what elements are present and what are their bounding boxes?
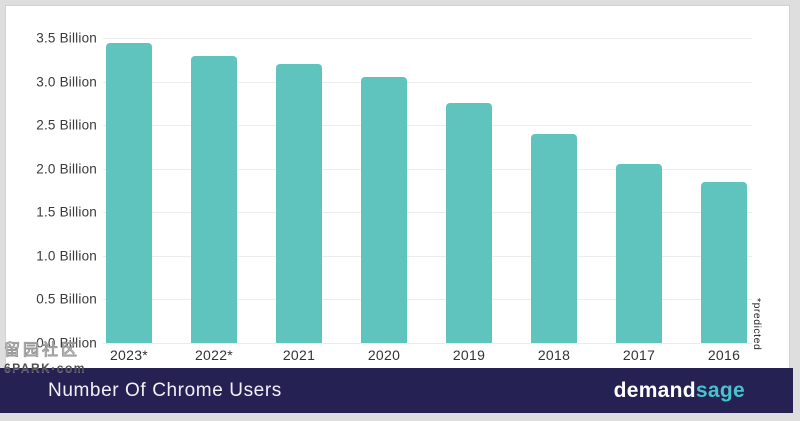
bar-chart: 3.5 Billion 3.0 Billion 2.5 Billion 2.0 Bil… — [6, 6, 789, 368]
bar-2019 — [446, 103, 492, 343]
brand-demand-text: demand — [613, 379, 696, 402]
gridline — [103, 125, 752, 127]
y-axis-tick-label: 1.0 Billion — [36, 248, 97, 264]
chart-title: Number Of Chrome Users — [48, 380, 282, 401]
brand-sage-text: sage — [695, 379, 745, 402]
x-axis-tick-label: 2022* — [194, 347, 234, 363]
demandsage-logo: demandsage — [614, 368, 745, 413]
gridline — [103, 255, 752, 257]
gridline — [103, 168, 752, 170]
x-axis-tick-label: 2017 — [622, 347, 656, 363]
bar-2017 — [616, 164, 662, 343]
y-axis-tick-label: 0.0 Billion — [36, 335, 97, 351]
watermark-cjk-text: 留园社区 — [4, 342, 81, 360]
watermark: 留园社区 6PARK·com — [4, 342, 86, 376]
y-axis-tick-label: 0.5 Billion — [36, 291, 97, 307]
bar-2018 — [531, 133, 577, 343]
x-axis-tick-label: 2020 — [367, 347, 401, 363]
bar-2020 — [361, 77, 407, 343]
bar-2016 — [701, 181, 747, 343]
gridline — [103, 212, 752, 214]
chart-card: 3.5 Billion 3.0 Billion 2.5 Billion 2.0 Bil… — [6, 6, 789, 368]
footer-bar: Number Of Chrome Users demandsage — [0, 368, 793, 413]
x-axis-tick-label: 2016 — [707, 347, 741, 363]
predicted-note: *predicted — [751, 297, 763, 350]
x-axis-tick-label: 2023* — [109, 347, 149, 363]
gridline — [103, 81, 752, 83]
gridline — [103, 38, 752, 40]
bar-2023 — [106, 42, 152, 343]
gridline — [103, 299, 752, 301]
gridline — [103, 343, 752, 344]
watermark-site-text: 6PARK·com — [4, 361, 86, 375]
bar-2021 — [276, 64, 322, 343]
bar-2022 — [191, 55, 237, 343]
y-axis-tick-label: 1.5 Billion — [36, 204, 97, 220]
y-axis-tick-label: 3.0 Billion — [36, 74, 97, 90]
x-axis-tick-label: 2019 — [452, 347, 486, 363]
x-axis-tick-label: 2018 — [537, 347, 571, 363]
x-axis-tick-label: 2021 — [282, 347, 316, 363]
y-axis-tick-label: 2.5 Billion — [36, 117, 97, 133]
y-axis-tick-label: 2.0 Billion — [36, 161, 97, 177]
y-axis-tick-label: 3.5 Billion — [36, 30, 97, 46]
